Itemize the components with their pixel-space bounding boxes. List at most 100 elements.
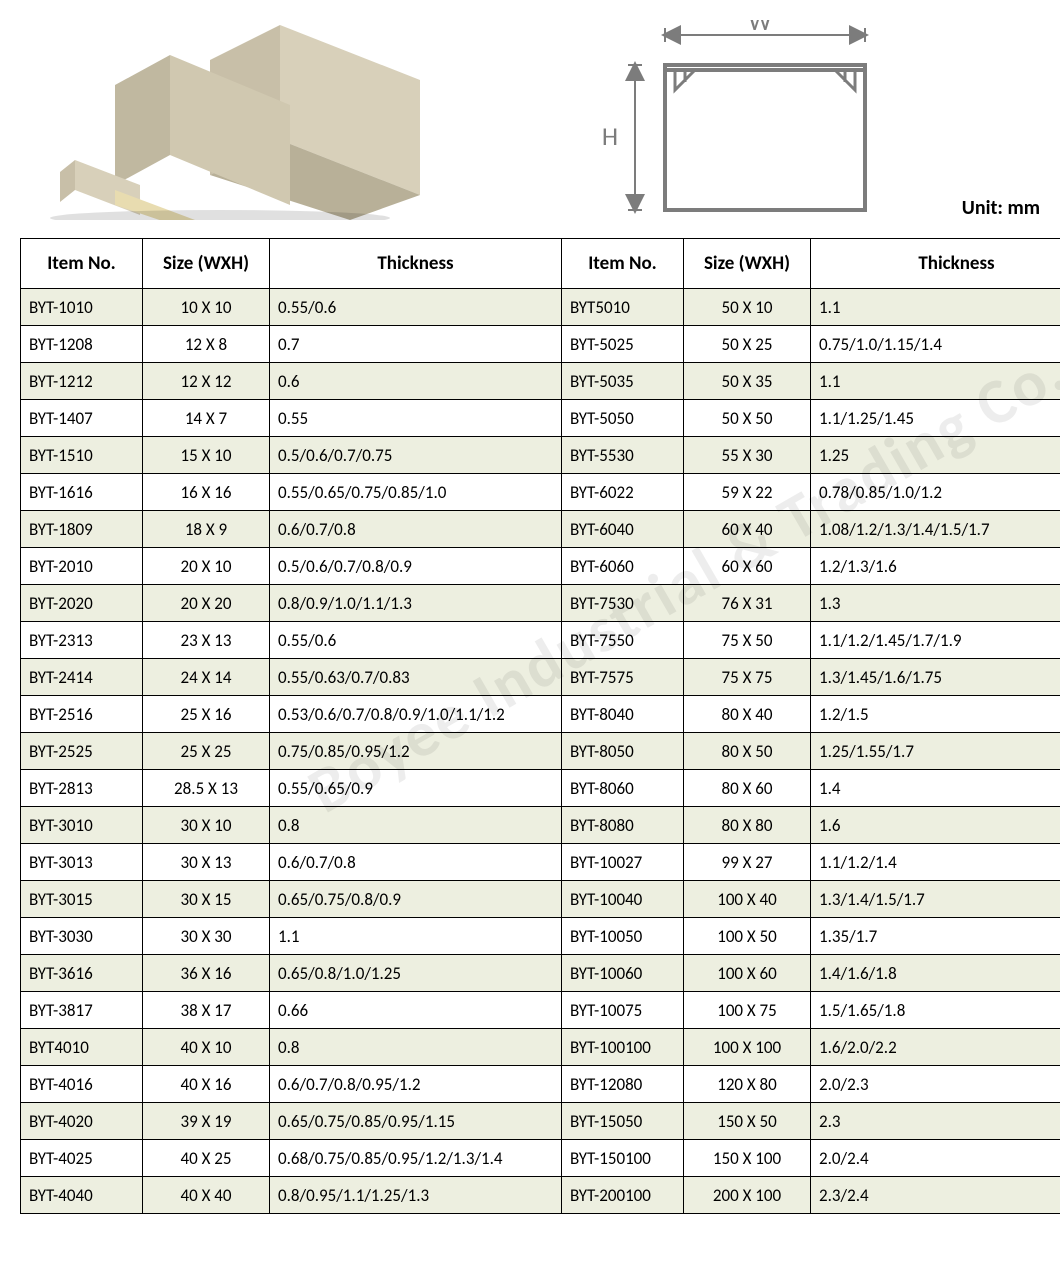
header-graphics: W H Unit: mm [20,20,1040,220]
table-cell: 23 X 13 [143,622,270,659]
table-cell: 2.0/2.4 [811,1140,1060,1177]
table-cell: 20 X 20 [143,585,270,622]
table-cell: 1.35/1.7 [811,918,1060,955]
table-cell: BYT-12080 [562,1066,684,1103]
table-cell: 120 X 80 [684,1066,811,1103]
table-cell: 1.3 [811,585,1060,622]
table-cell: 1.3/1.4/1.5/1.7 [811,881,1060,918]
product-photo [20,20,420,220]
table-cell: BYT-5025 [562,326,684,363]
table-row: BYT-361636 X 160.65/0.8/1.0/1.25BYT-1006… [21,955,1060,992]
table-cell: 0.7 [270,326,562,363]
table-cell: 2.3/2.4 [811,1177,1060,1214]
table-cell: BYT-100100 [562,1029,684,1066]
table-cell: 1.08/1.2/1.3/1.4/1.5/1.7 [811,511,1060,548]
table-cell: 1.4 [811,770,1060,807]
table-cell: 100 X 60 [684,955,811,992]
table-cell: 40 X 40 [143,1177,270,1214]
table-cell: BYT-10040 [562,881,684,918]
table-cell: 0.8 [270,807,562,844]
unit-label: Unit: mm [962,196,1040,220]
table-cell: 150 X 50 [684,1103,811,1140]
table-cell: 50 X 50 [684,400,811,437]
table-cell: 0.65/0.75/0.8/0.9 [270,881,562,918]
w-label: W [748,20,771,37]
table-cell: BYT-3616 [21,955,143,992]
table-cell: BYT-6060 [562,548,684,585]
table-cell: 0.8/0.95/1.1/1.25/1.3 [270,1177,562,1214]
table-cell: 0.75/0.85/0.95/1.2 [270,733,562,770]
table-cell: 30 X 15 [143,881,270,918]
table-cell: 0.5/0.6/0.7/0.8/0.9 [270,548,562,585]
table-cell: 1.2/1.3/1.6 [811,548,1060,585]
table-cell: 15 X 10 [143,437,270,474]
th-thick-1: Thickness [270,239,562,289]
table-cell: BYT5010 [562,289,684,326]
table-cell: 50 X 10 [684,289,811,326]
table-cell: BYT-3817 [21,992,143,1029]
table-cell: 1.1 [811,289,1060,326]
table-row: BYT-180918 X 90.6/0.7/0.8BYT-604060 X 40… [21,511,1060,548]
table-row: BYT-401640 X 160.6/0.7/0.8/0.95/1.2BYT-1… [21,1066,1060,1103]
table-row: BYT-381738 X 170.66BYT-10075100 X 751.5/… [21,992,1060,1029]
th-thick-2: Thickness [811,239,1060,289]
table-cell: 25 X 25 [143,733,270,770]
table-cell: BYT-1809 [21,511,143,548]
table-cell: 38 X 17 [143,992,270,1029]
table-cell: BYT-3015 [21,881,143,918]
table-cell: BYT-6040 [562,511,684,548]
table-cell: BYT-4016 [21,1066,143,1103]
table-cell: 0.6/0.7/0.8 [270,844,562,881]
table-row: BYT-251625 X 160.53/0.6/0.7/0.8/0.9/1.0/… [21,696,1060,733]
table-cell: 0.66 [270,992,562,1029]
table-cell: BYT-5050 [562,400,684,437]
table-cell: BYT-2010 [21,548,143,585]
table-cell: 1.2/1.5 [811,696,1060,733]
table-cell: 50 X 35 [684,363,811,400]
table-cell: 0.53/0.6/0.7/0.8/0.9/1.0/1.1/1.2 [270,696,562,733]
table-cell: 60 X 40 [684,511,811,548]
table-row: BYT-120812 X 80.7BYT-502550 X 250.75/1.0… [21,326,1060,363]
table-cell: 40 X 16 [143,1066,270,1103]
table-cell: 10 X 10 [143,289,270,326]
table-row: BYT-151015 X 100.5/0.6/0.7/0.75BYT-55305… [21,437,1060,474]
table-row: BYT-161616 X 160.55/0.65/0.75/0.85/1.0BY… [21,474,1060,511]
table-cell: 36 X 16 [143,955,270,992]
table-cell: 0.68/0.75/0.85/0.95/1.2/1.3/1.4 [270,1140,562,1177]
table-cell: 20 X 10 [143,548,270,585]
table-cell: BYT-4025 [21,1140,143,1177]
table-row: BYT-301030 X 100.8BYT-808080 X 801.6 [21,807,1060,844]
table-cell: 75 X 75 [684,659,811,696]
table-cell: BYT-2525 [21,733,143,770]
table-cell: BYT-5035 [562,363,684,400]
table-row: BYT-241424 X 140.55/0.63/0.7/0.83BYT-757… [21,659,1060,696]
table-cell: 75 X 50 [684,622,811,659]
table-cell: 0.65/0.75/0.85/0.95/1.15 [270,1103,562,1140]
table-row: BYT-252525 X 250.75/0.85/0.95/1.2BYT-805… [21,733,1060,770]
table-cell: 0.5/0.6/0.7/0.75 [270,437,562,474]
table-cell: 0.55/0.6 [270,622,562,659]
table-cell: 0.78/0.85/1.0/1.2 [811,474,1060,511]
table-cell: 1.25 [811,437,1060,474]
table-cell: BYT-150100 [562,1140,684,1177]
table-cell: 1.4/1.6/1.8 [811,955,1060,992]
table-cell: 99 X 27 [684,844,811,881]
table-cell: 50 X 25 [684,326,811,363]
table-cell: BYT-10050 [562,918,684,955]
table-cell: 30 X 30 [143,918,270,955]
table-cell: BYT-8050 [562,733,684,770]
table-row: BYT401040 X 100.8BYT-100100100 X 1001.6/… [21,1029,1060,1066]
table-cell: 1.6 [811,807,1060,844]
table-cell: BYT-8060 [562,770,684,807]
table-cell: BYT-2313 [21,622,143,659]
table-cell: BYT-8080 [562,807,684,844]
table-cell: 30 X 13 [143,844,270,881]
table-cell: 1.1 [811,363,1060,400]
table-cell: 1.1 [270,918,562,955]
table-cell: 0.65/0.8/1.0/1.25 [270,955,562,992]
table-cell: 0.6 [270,363,562,400]
table-cell: 200 X 100 [684,1177,811,1214]
table-cell: BYT-4020 [21,1103,143,1140]
table-cell: BYT-1510 [21,437,143,474]
table-cell: 39 X 19 [143,1103,270,1140]
